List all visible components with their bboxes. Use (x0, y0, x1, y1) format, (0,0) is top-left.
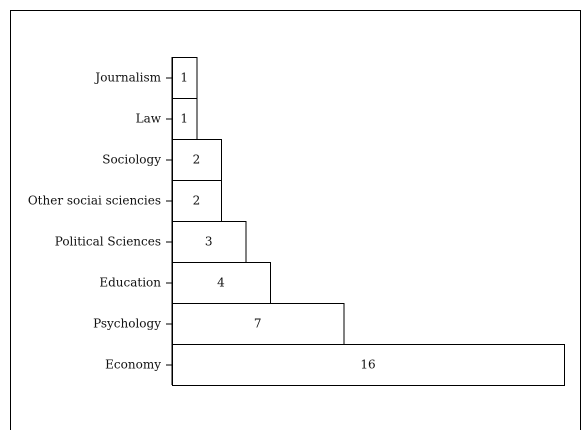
data-label-5: 4 (217, 276, 225, 290)
bars-group: 1 1 2 2 3 4 7 16 (166, 57, 565, 386)
category-label-6: Psychology (93, 317, 161, 331)
category-label-7: Economy (105, 358, 161, 372)
bar-2 (172, 139, 222, 181)
bar-1 (172, 98, 198, 140)
category-labels-group: Journalism Law Sociology Other sociai scien… (28, 71, 162, 372)
bar-3 (172, 180, 222, 222)
data-label-6: 7 (254, 317, 262, 331)
category-label-5: Education (99, 276, 161, 290)
bar-6 (172, 303, 345, 345)
data-label-4: 3 (205, 235, 213, 249)
data-label-3: 2 (193, 194, 201, 208)
data-label-0: 1 (180, 71, 188, 85)
bar-0 (172, 57, 198, 99)
data-label-7: 16 (360, 358, 375, 372)
bar-5 (172, 262, 271, 304)
category-label-4: Political Sciences (55, 235, 161, 249)
bar-7 (172, 344, 565, 386)
category-label-2: Sociology (102, 153, 161, 167)
category-label-0: Journalism (93, 71, 161, 85)
category-label-1: Law (136, 112, 162, 126)
category-label-3: Other sociai sciencies (28, 194, 161, 208)
bar-4 (172, 221, 247, 263)
data-label-1: 1 (180, 112, 188, 126)
data-label-2: 2 (193, 153, 201, 167)
chart-frame (10, 10, 581, 430)
